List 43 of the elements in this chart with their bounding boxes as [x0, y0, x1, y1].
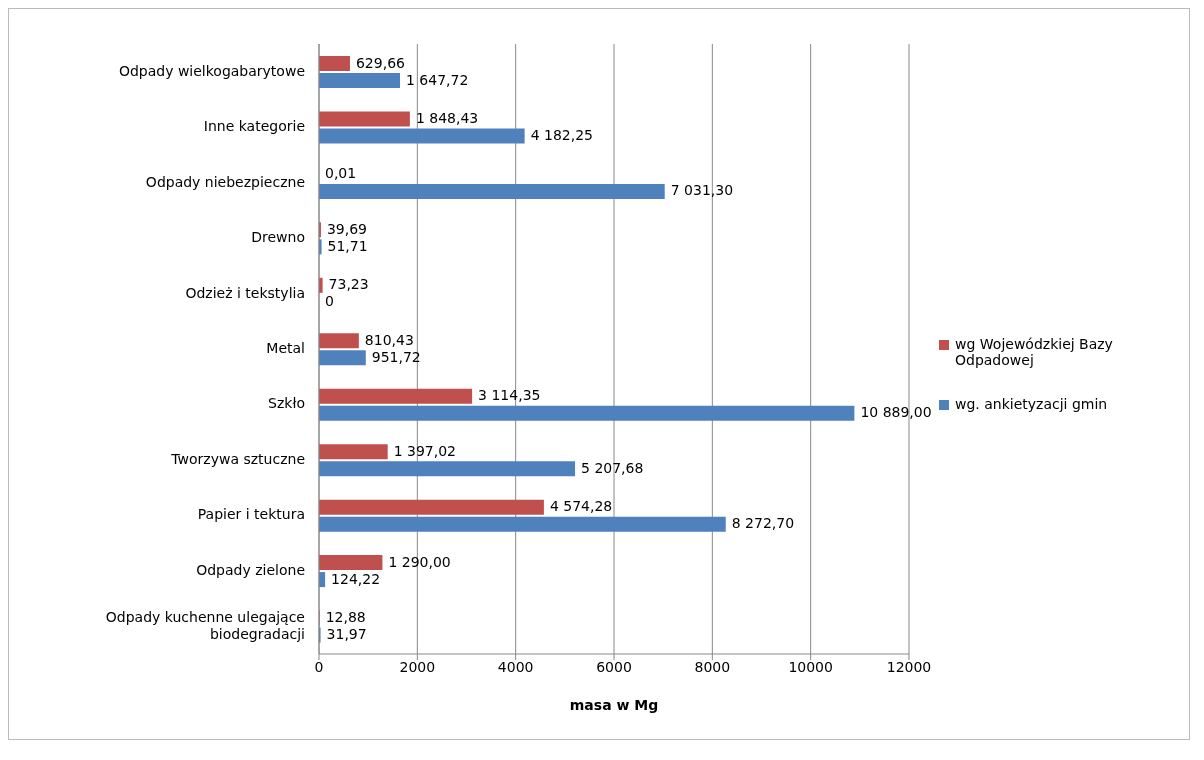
- x-tick-label: 0: [314, 658, 324, 675]
- y-tick-label: Metal: [266, 340, 305, 356]
- y-tick-label: Odpady wielkogabarytowe: [118, 62, 305, 79]
- y-tick-label: Drewno: [251, 229, 305, 246]
- y-tick-label: Inne kategorie: [203, 118, 305, 135]
- legend-label: wg Wojewódzkiej Bazy Odpadowej: [955, 336, 1114, 368]
- data-label: 8 272,70: [731, 515, 795, 532]
- data-label: 4 574,28: [549, 498, 613, 515]
- data-label: 1 848,43: [415, 109, 479, 126]
- data-label: 810,43: [364, 331, 414, 348]
- legend-label: wg. ankietyzacji gmin: [955, 396, 1109, 412]
- data-label: 10 889,00: [860, 404, 932, 421]
- data-label: 73,23: [328, 276, 369, 293]
- y-tick-label: Szkło: [268, 395, 305, 412]
- data-label: 7 031,30: [670, 182, 734, 199]
- data-label: 12,88: [325, 609, 366, 626]
- data-label: 31,97: [326, 626, 367, 643]
- y-tick-label: Odpady niebezpieczne: [145, 173, 305, 190]
- y-tick-label: Papier i tektura: [197, 506, 305, 523]
- x-tick-label: 12000: [886, 658, 932, 675]
- x-tick-label: 6000: [596, 658, 632, 675]
- y-tick-label: Tworzywa sztuczne: [170, 450, 305, 467]
- y-tick-label: Odpady kuchenne ulegające biodegradacji: [105, 608, 305, 642]
- data-label: 5 207,68: [581, 459, 644, 476]
- data-label: 3 114,35: [478, 387, 541, 404]
- data-label: 0: [325, 293, 334, 310]
- data-label: 0,01: [325, 165, 357, 182]
- data-label: 124,22: [331, 570, 381, 587]
- y-tick-label: Odpady zielone: [196, 561, 305, 578]
- x-tick-label: 4000: [497, 658, 534, 675]
- x-axis-title: masa w Mg: [569, 697, 659, 713]
- data-label: 39,69: [326, 220, 368, 237]
- data-label: 951,72: [371, 348, 421, 365]
- x-tick-label: 10000: [788, 658, 833, 675]
- y-tick-label: Odzież i tekstylia: [185, 284, 305, 301]
- data-label: 1 290,00: [388, 553, 451, 570]
- data-label: 4 182,25: [530, 126, 593, 143]
- data-label: 629,66: [355, 54, 406, 71]
- x-tick-label: 8000: [694, 658, 731, 675]
- data-label: 51,71: [327, 237, 368, 254]
- data-label: 1 397,02: [393, 442, 457, 459]
- x-tick-label: 2000: [399, 658, 436, 675]
- data-label: 1 647,72: [406, 71, 469, 88]
